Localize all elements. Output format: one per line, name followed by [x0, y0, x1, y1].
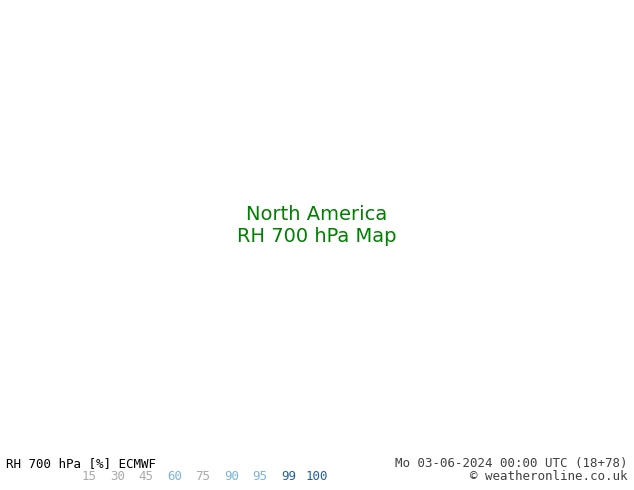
Text: 60: 60: [167, 470, 182, 483]
Text: 99: 99: [281, 470, 296, 483]
Text: 45: 45: [138, 470, 153, 483]
Text: 90: 90: [224, 470, 239, 483]
Text: 75: 75: [195, 470, 210, 483]
Text: © weatheronline.co.uk: © weatheronline.co.uk: [470, 470, 628, 483]
Text: 30: 30: [110, 470, 125, 483]
Text: North America
RH 700 hPa Map: North America RH 700 hPa Map: [237, 205, 397, 246]
Text: RH 700 hPa [%] ECMWF: RH 700 hPa [%] ECMWF: [6, 457, 157, 470]
Text: 15: 15: [81, 470, 96, 483]
Text: 95: 95: [252, 470, 268, 483]
Text: 100: 100: [306, 470, 328, 483]
Text: Mo 03-06-2024 00:00 UTC (18+78): Mo 03-06-2024 00:00 UTC (18+78): [395, 457, 628, 470]
